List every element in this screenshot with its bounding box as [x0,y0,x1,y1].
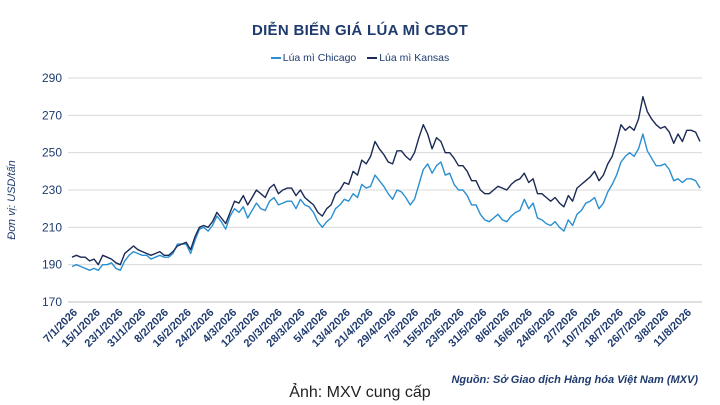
legend-label-kansas: Lúa mì Kansas [379,52,450,64]
image-caption: Ảnh: MXV cung cấp [289,384,431,401]
series-line-kansas [71,95,701,266]
y-tick-label: 250 [42,146,62,160]
legend-swatch-kansas [367,57,378,60]
y-tick-label: 170 [42,295,62,309]
y-tick-label: 290 [42,71,62,85]
series-line-chicago [71,133,701,271]
chart-title: DIỄN BIẾN GIÁ LÚA MÌ CBOT [251,22,469,39]
y-tick-label: 270 [42,108,62,122]
legend-item-kansas: Lúa mì Kansas [367,52,449,64]
y-tick-label: 210 [42,220,62,234]
legend-label-chicago: Lúa mì Chicago [282,52,357,64]
y-tick-label: 190 [42,258,62,272]
legend-item-chicago: Lúa mì Chicago [270,52,357,64]
legend-swatch-chicago [270,57,281,60]
y-tick-label: 230 [42,183,62,197]
chart-legend: Lúa mì Chicago Lúa mì Kansas [0,52,720,64]
source-note: Nguồn: Sở Giao dịch Hàng hóa Việt Nam (M… [451,374,698,386]
